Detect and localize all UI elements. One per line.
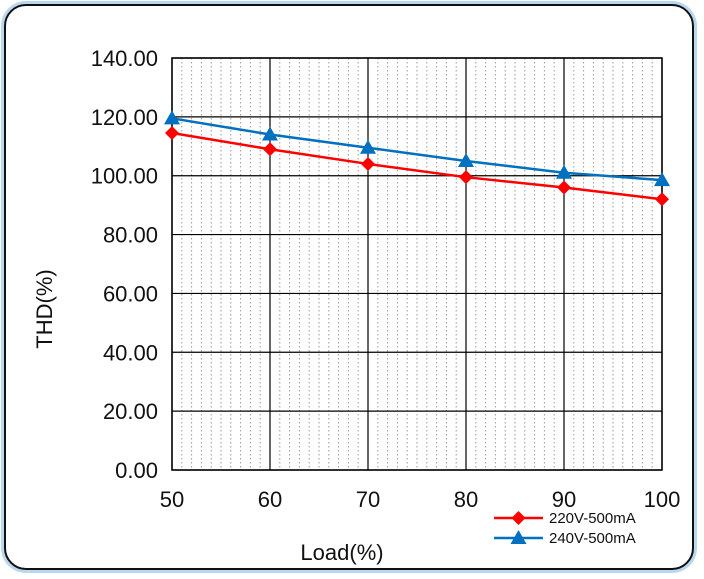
data-point bbox=[557, 180, 571, 195]
legend-label: 220V-500mA bbox=[549, 510, 636, 527]
major-gridlines bbox=[171, 57, 663, 471]
y-tick-label: 120.00 bbox=[91, 105, 158, 130]
plot-area bbox=[171, 57, 663, 471]
series-2 bbox=[164, 110, 670, 187]
thd-load-chart: 0.00 20.00 40.00 60.00 80.00 100.00 120.00 140.… bbox=[32, 46, 681, 565]
y-axis-ticks: 0.00 20.00 40.00 60.00 80.00 100.00 120.00 140.… bbox=[91, 46, 158, 483]
y-axis-title: THD(%) bbox=[32, 269, 57, 348]
series-line bbox=[171, 117, 663, 182]
legend-item: 220V-500mA bbox=[494, 510, 636, 527]
data-point bbox=[655, 192, 669, 207]
legend: 220V-500mA 240V-500mA bbox=[494, 510, 636, 547]
plot-border bbox=[171, 57, 663, 471]
y-tick-label: 20.00 bbox=[103, 399, 158, 424]
x-tick-label: 80 bbox=[454, 487, 478, 512]
data-point bbox=[263, 142, 277, 157]
series-1 bbox=[165, 126, 669, 207]
x-tick-label: 50 bbox=[160, 487, 184, 512]
x-axis-title: Load(%) bbox=[300, 540, 383, 565]
series-layer bbox=[164, 110, 670, 207]
chart-frame: 0.00 20.00 40.00 60.00 80.00 100.00 120.00 140.… bbox=[4, 4, 694, 570]
y-tick-label: 140.00 bbox=[91, 46, 158, 71]
data-point bbox=[459, 170, 473, 185]
data-point bbox=[165, 126, 179, 141]
x-tick-label: 70 bbox=[356, 487, 380, 512]
legend-item: 240V-500mA bbox=[494, 530, 636, 547]
legend-label: 240V-500mA bbox=[549, 530, 636, 547]
y-tick-label: 100.00 bbox=[91, 164, 158, 189]
x-tick-label: 60 bbox=[258, 487, 282, 512]
x-tick-label: 90 bbox=[552, 487, 576, 512]
legend-swatch-marker bbox=[510, 530, 527, 544]
data-point bbox=[361, 156, 375, 171]
minor-gridlines bbox=[181, 58, 653, 470]
series-line bbox=[171, 131, 663, 201]
data-point bbox=[164, 110, 180, 125]
data-point bbox=[654, 172, 670, 187]
y-tick-label: 40.00 bbox=[103, 340, 158, 365]
data-point bbox=[556, 164, 572, 179]
legend-swatch-marker bbox=[511, 511, 526, 525]
data-point bbox=[262, 126, 278, 141]
x-axis-ticks: 50 60 70 80 90 100 bbox=[160, 487, 681, 512]
x-tick-label: 100 bbox=[644, 487, 681, 512]
y-tick-label: 60.00 bbox=[103, 281, 158, 306]
y-tick-label: 80.00 bbox=[103, 223, 158, 248]
y-tick-label: 0.00 bbox=[115, 458, 158, 483]
data-point bbox=[360, 139, 376, 154]
data-point bbox=[458, 153, 474, 167]
